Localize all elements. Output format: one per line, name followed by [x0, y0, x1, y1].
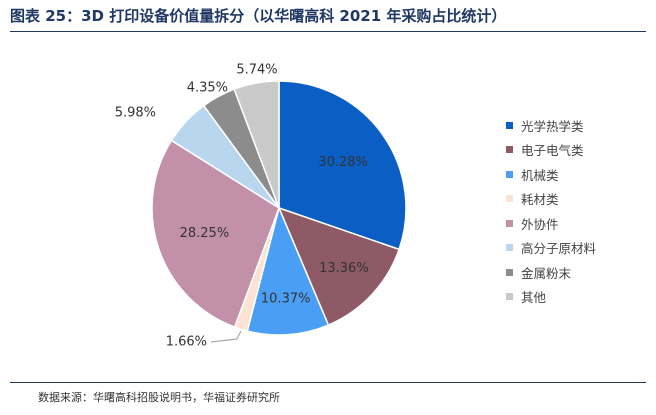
pie-slice: [151, 139, 280, 328]
legend-label: 金属粉末: [521, 265, 572, 281]
slice-label: 5.98%: [115, 106, 156, 121]
legend-swatch: [506, 121, 513, 129]
legend-item: 外协件: [506, 211, 596, 236]
legend-swatch: [506, 244, 513, 252]
pie-slice: [246, 205, 330, 336]
legend-label: 电子电气类: [521, 143, 584, 159]
leader-line: [210, 330, 242, 343]
pie-slice: [278, 80, 407, 251]
legend-label: 光学热学类: [521, 118, 584, 134]
slice-label: 5.74%: [236, 63, 277, 78]
pie-slice: [277, 206, 401, 326]
legend-item: 高分子原材料: [506, 236, 596, 261]
legend: 光学热学类电子电气类机械类耗材类外协件高分子原材料 金属粉末其他: [506, 113, 596, 309]
legend-label: 耗材类: [521, 192, 559, 208]
legend-label: 其他: [521, 290, 547, 306]
slice-label: 1.66%: [166, 335, 207, 350]
legend-swatch: [506, 195, 513, 203]
slice-label: 10.37%: [261, 292, 311, 307]
chart-title: 图表 25：3D 打印设备价值量拆分（以华曙高科 2021 年采购占比统计）: [10, 7, 507, 25]
legend-label: 外协件: [521, 216, 559, 232]
legend-label: 高分子原材料: [521, 241, 597, 257]
slice-label: 30.28%: [318, 155, 368, 170]
legend-swatch: [506, 170, 513, 178]
legend-swatch: [506, 293, 513, 301]
pie-chart: 30.28% 13.36% 10.37% 1.66% 28.25% 5.98% 4.35% 5…: [115, 63, 407, 350]
legend-item: 机械类: [506, 162, 596, 187]
legend-item: 光学热学类: [506, 113, 596, 138]
slice-label: 13.36%: [319, 261, 369, 276]
legend-swatch: [506, 146, 513, 154]
title-rule: [10, 31, 646, 32]
legend-item: 耗材类: [506, 187, 596, 212]
source-note: 数据来源：华曙高科招股说明书，华福证券研究所: [38, 391, 280, 404]
slice-label: 28.25%: [180, 226, 230, 241]
legend-swatch: [506, 268, 513, 276]
slice-label: 4.35%: [187, 81, 228, 96]
source-rule: [10, 382, 646, 383]
pie-slice: [233, 80, 280, 209]
legend-label: 机械类: [521, 167, 559, 183]
legend-item: 其他: [506, 285, 596, 310]
legend-item: 电子电气类: [506, 138, 596, 163]
legend-swatch: [506, 219, 513, 227]
legend-item: 金属粉末: [506, 260, 596, 285]
